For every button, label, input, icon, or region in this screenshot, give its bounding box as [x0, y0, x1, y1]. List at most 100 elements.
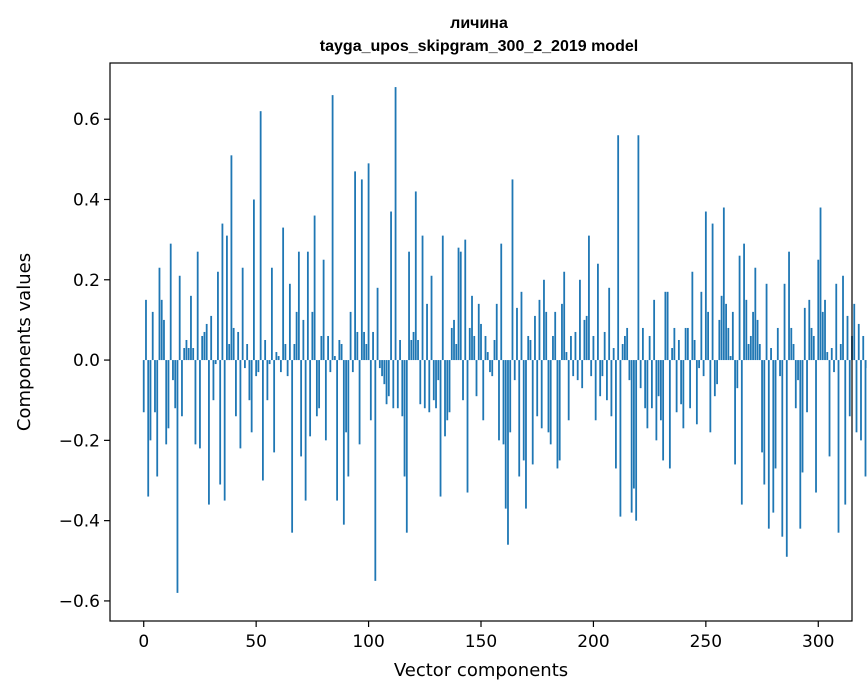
bar-148	[475, 360, 478, 397]
bar-294	[803, 307, 806, 361]
bar-34	[219, 360, 222, 485]
bar-124	[421, 235, 424, 361]
bar-211	[617, 135, 620, 361]
bar-105	[378, 360, 381, 369]
bar-92	[349, 311, 352, 361]
bar-175	[536, 360, 539, 417]
bar-153	[486, 352, 489, 361]
bar-125	[423, 360, 426, 409]
bar-43	[239, 360, 242, 449]
bar-115	[401, 360, 404, 417]
bar-101	[369, 360, 372, 421]
bar-41	[235, 360, 237, 417]
bar-283	[779, 360, 781, 377]
bar-262	[731, 311, 734, 361]
x-axis-ticks: 0 50 100 150 200 250 300	[138, 621, 834, 652]
bar-276	[763, 360, 766, 485]
bar-224	[646, 360, 649, 429]
bar-80	[322, 259, 325, 361]
bar-290	[794, 360, 797, 409]
bar-281	[774, 360, 777, 469]
bar-9	[163, 319, 165, 361]
bar-210	[615, 360, 617, 469]
bar-56	[268, 360, 271, 365]
bar-182	[552, 335, 554, 361]
bar-38	[228, 344, 231, 361]
y-tick-label: −0.2	[59, 431, 100, 451]
bar-159	[500, 243, 503, 361]
y-tick-label: 0.6	[73, 110, 100, 130]
bar-312	[844, 360, 847, 505]
bar-314	[848, 360, 851, 417]
bar-136	[448, 360, 451, 413]
bar-293	[801, 360, 804, 473]
bar-258	[722, 207, 725, 361]
bar-55	[266, 360, 269, 401]
bar-239	[680, 360, 683, 405]
bar-252	[709, 360, 712, 433]
bar-280	[772, 360, 775, 513]
bar-118	[408, 251, 410, 361]
bar-275	[761, 360, 763, 453]
bar-74	[309, 360, 312, 437]
bar-304	[826, 352, 829, 361]
bar-272	[754, 267, 757, 361]
bar-91	[347, 360, 350, 477]
bar-10	[165, 360, 168, 445]
bar-229	[657, 360, 660, 397]
bar-27	[203, 331, 206, 361]
bar-189	[567, 360, 570, 421]
bar-204	[601, 360, 604, 377]
bar-8	[160, 299, 163, 361]
bar-184	[556, 360, 559, 469]
bar-119	[410, 339, 413, 361]
bar-307	[833, 360, 835, 373]
bar-122	[417, 339, 419, 361]
bar-265	[738, 255, 741, 361]
bar-33	[217, 271, 219, 361]
bar-2	[147, 360, 150, 497]
bar-161	[504, 360, 507, 509]
bar-133	[441, 235, 444, 361]
bar-232	[664, 291, 667, 361]
bar-215	[626, 327, 629, 361]
bar-220	[637, 135, 640, 361]
bar-273	[756, 319, 759, 361]
bar-24	[196, 251, 199, 361]
bar-79	[320, 335, 323, 361]
bar-29	[208, 360, 210, 505]
bar-96	[358, 360, 361, 445]
bar-109	[387, 360, 390, 397]
bar-86	[336, 360, 338, 501]
bar-318	[857, 323, 860, 361]
bar-270	[749, 335, 752, 361]
bar-166	[516, 307, 518, 361]
bar-257	[720, 295, 723, 361]
bar-99	[365, 344, 368, 361]
bar-278	[767, 360, 770, 529]
bar-117	[405, 360, 408, 533]
bar-23	[194, 360, 197, 445]
bar-71	[302, 319, 305, 361]
bar-31	[212, 360, 215, 401]
bar-94	[354, 171, 356, 361]
bar-212	[619, 360, 622, 517]
bar-274	[758, 344, 761, 361]
bar-241	[684, 327, 687, 361]
bar-235	[671, 348, 674, 361]
bar-296	[808, 299, 811, 361]
bar-295	[806, 360, 808, 413]
bar-13	[172, 360, 174, 381]
bar-142	[462, 360, 464, 401]
bar-121	[414, 191, 417, 361]
x-tick-label: 200	[577, 632, 609, 652]
bar-156	[493, 339, 496, 361]
bar-126	[426, 303, 428, 361]
bar-18	[183, 348, 186, 361]
bar-289	[792, 344, 795, 361]
bar-63	[284, 344, 287, 361]
bar-89	[342, 360, 345, 525]
bar-196	[583, 319, 586, 361]
bar-21	[190, 295, 192, 361]
bar-181	[549, 360, 552, 445]
